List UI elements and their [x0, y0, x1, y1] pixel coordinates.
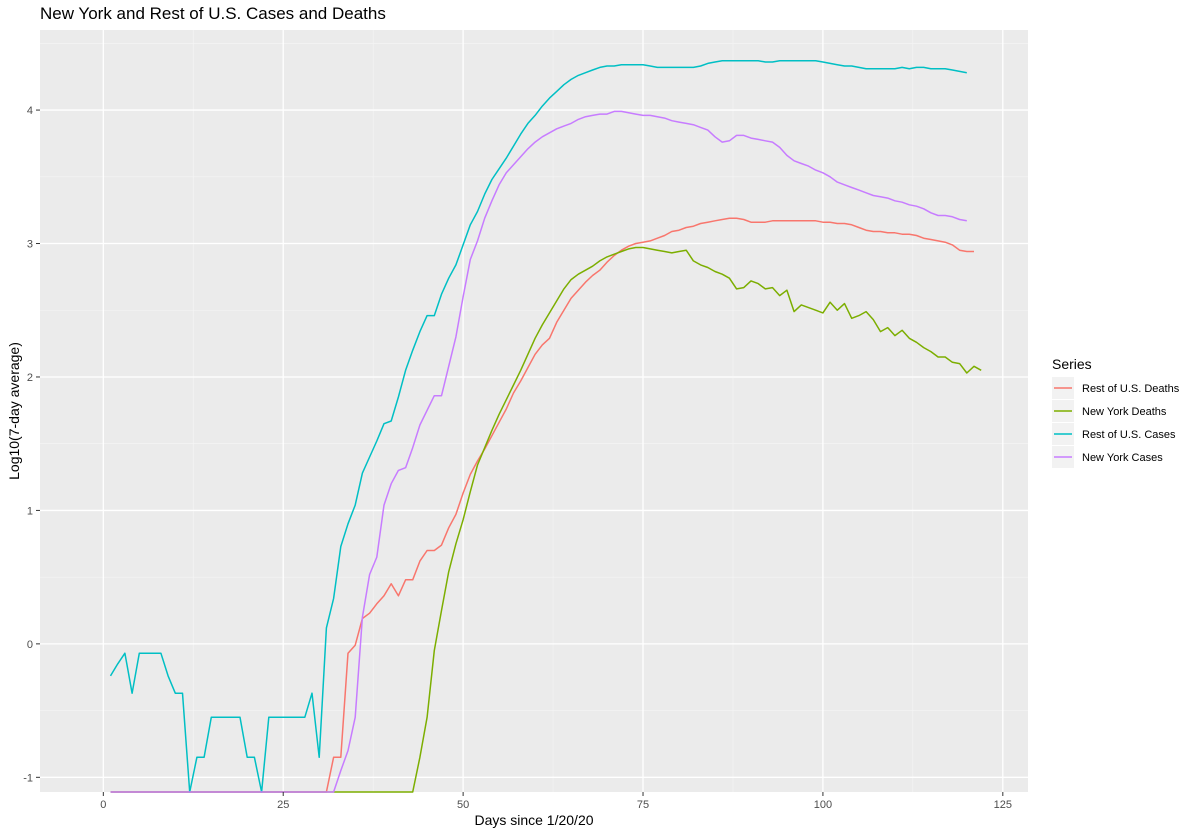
x-tick-label: 50: [457, 799, 469, 811]
legend: Series Rest of U.S. Deaths New York Death…: [1052, 356, 1180, 468]
y-axis-title: Log10(7-day average): [6, 342, 22, 480]
chart-title: New York and Rest of U.S. Cases and Deat…: [40, 4, 386, 23]
y-tick-label: -1: [23, 772, 33, 784]
series-line-2: [109, 59, 967, 793]
legend-title: Series: [1052, 356, 1092, 372]
axis-ticks: [36, 109, 1004, 796]
x-tick-label: 75: [637, 799, 649, 811]
y-tick-labels: -1 0 1 2 3 4: [23, 105, 33, 784]
legend-label: Rest of U.S. Cases: [1082, 429, 1176, 441]
x-axis-title: Days since 1/20/20: [474, 812, 593, 828]
x-tick-label: 100: [814, 799, 832, 811]
x-tick-label: 0: [100, 799, 106, 811]
plot-panel: [40, 30, 1028, 792]
legend-label: Rest of U.S. Deaths: [1082, 383, 1180, 395]
major-gridlines: [40, 30, 1028, 792]
series-line-1: [110, 246, 982, 793]
series-lines: [109, 59, 982, 793]
y-tick-label: 0: [27, 639, 33, 651]
y-tick-label: 3: [27, 239, 33, 251]
minor-gridlines: [40, 30, 1028, 792]
y-tick-label: 4: [27, 105, 33, 117]
x-tick-label: 125: [994, 799, 1012, 811]
y-tick-label: 1: [27, 505, 33, 517]
series-line-3: [110, 110, 967, 793]
x-tick-labels: 0 25 50 75 100 125: [100, 799, 1012, 811]
legend-label: New York Cases: [1082, 452, 1163, 464]
y-tick-label: 2: [27, 372, 33, 384]
legend-items: Rest of U.S. Deaths New York Deaths Rest o…: [1052, 377, 1180, 468]
legend-label: New York Deaths: [1082, 406, 1167, 418]
x-tick-label: 25: [277, 799, 289, 811]
series-line-0: [110, 217, 974, 793]
